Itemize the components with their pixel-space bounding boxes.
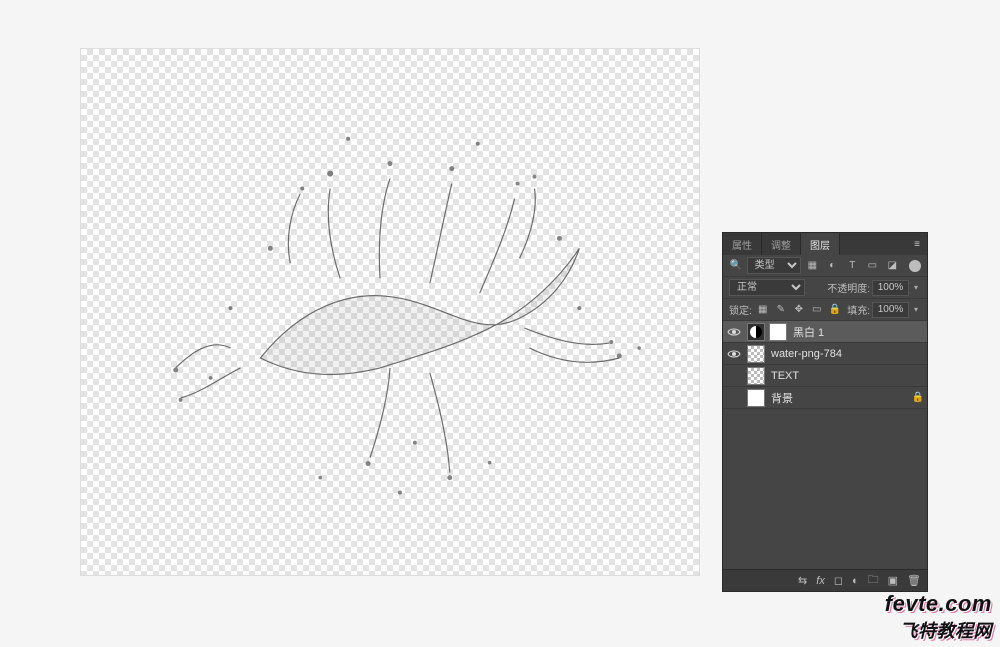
adjust-icon[interactable]: ◐ xyxy=(825,259,839,273)
watermark: fevte.com 飞特教程网 xyxy=(885,591,992,643)
watermark-url: fevte.com xyxy=(885,591,992,617)
type-icon[interactable]: T xyxy=(845,259,859,273)
lock-icon: 🔒 xyxy=(911,392,925,403)
layers-panel: 属性 调整 图层 ≡ 🔍 类型 ▦ ◐ T ▭ ◪ 正常 不透明度: ▾ 锁定:… xyxy=(722,232,928,592)
blend-mode-row: 正常 不透明度: ▾ xyxy=(723,277,927,299)
shape-icon[interactable]: ▭ xyxy=(865,259,879,273)
adjustment-icon[interactable]: ◐ xyxy=(852,575,859,587)
canvas-frame xyxy=(80,48,700,576)
filter-kind-select[interactable]: 类型 xyxy=(747,257,802,274)
layer-row[interactable]: 黑白 1 xyxy=(723,321,927,343)
layer-row[interactable]: 背景 🔒 xyxy=(723,387,927,409)
visibility-icon[interactable] xyxy=(725,367,743,385)
panel-tabs: 属性 调整 图层 ≡ xyxy=(723,233,927,255)
lock-row: 锁定: ▦ ✎ ✥ ▭ 🔒 填充: ▾ xyxy=(723,299,927,321)
smartobject-thumb xyxy=(747,367,765,385)
panel-footer: ⇆ fx ◻ ◐ 🗀 ▣ 🗑 xyxy=(723,569,927,591)
filter-toggle-icon[interactable] xyxy=(909,260,921,272)
layer-thumb xyxy=(747,389,765,407)
image-icon[interactable]: ▦ xyxy=(805,259,819,273)
layer-name[interactable]: 背景 xyxy=(771,390,907,406)
fill-label: 填充: xyxy=(847,302,870,317)
fx-icon[interactable]: fx xyxy=(816,575,825,587)
trash-icon[interactable]: 🗑 xyxy=(907,574,921,587)
group-icon[interactable]: 🗀 xyxy=(868,571,879,590)
layer-name[interactable]: TEXT xyxy=(771,370,925,382)
layer-name[interactable]: 黑白 1 xyxy=(793,324,925,340)
mask-icon[interactable]: ◻ xyxy=(834,574,843,587)
chevron-down-icon[interactable]: ▾ xyxy=(911,302,921,318)
layer-filter-row: 🔍 类型 ▦ ◐ T ▭ ◪ xyxy=(723,255,927,277)
opacity-input[interactable] xyxy=(872,280,909,296)
lock-brush-icon[interactable]: ✎ xyxy=(774,303,788,317)
layer-name[interactable]: water-png-784 xyxy=(771,348,925,360)
layer-mask-thumb[interactable] xyxy=(769,323,787,341)
search-icon: 🔍 xyxy=(729,259,743,273)
lock-label: 锁定: xyxy=(729,302,752,317)
fill-input[interactable] xyxy=(872,302,909,318)
opacity-label: 不透明度: xyxy=(827,280,870,295)
tab-properties[interactable]: 属性 xyxy=(723,233,762,255)
visibility-icon[interactable] xyxy=(725,345,743,363)
blend-mode-select[interactable]: 正常 xyxy=(729,279,805,296)
layer-row[interactable]: water-png-784 xyxy=(723,343,927,365)
chevron-down-icon[interactable]: ▾ xyxy=(911,280,921,296)
adjustment-thumb xyxy=(747,323,765,341)
tab-adjustments[interactable]: 调整 xyxy=(762,233,801,255)
watermark-cn: 飞特教程网 xyxy=(885,617,992,643)
smartobject-thumb xyxy=(747,345,765,363)
new-layer-icon[interactable]: ▣ xyxy=(888,574,898,587)
lock-artboard-icon[interactable]: ▭ xyxy=(810,303,824,317)
lock-all-icon[interactable]: 🔒 xyxy=(828,303,842,317)
tab-layers[interactable]: 图层 xyxy=(801,233,840,255)
visibility-icon[interactable] xyxy=(725,323,743,341)
water-splash-image xyxy=(81,49,699,575)
layer-list: 黑白 1 water-png-784 TEXT 背景 🔒 xyxy=(723,321,927,569)
lock-pixels-icon[interactable]: ▦ xyxy=(756,303,770,317)
smart-icon[interactable]: ◪ xyxy=(885,259,899,273)
link-icon[interactable]: ⇆ xyxy=(798,574,807,587)
lock-position-icon[interactable]: ✥ xyxy=(792,303,806,317)
panel-menu-icon[interactable]: ≡ xyxy=(907,233,927,255)
transparency-canvas[interactable] xyxy=(81,49,699,575)
visibility-icon[interactable] xyxy=(725,389,743,407)
filter-icon-strip: ▦ ◐ T ▭ ◪ xyxy=(805,259,899,273)
layer-row[interactable]: TEXT xyxy=(723,365,927,387)
